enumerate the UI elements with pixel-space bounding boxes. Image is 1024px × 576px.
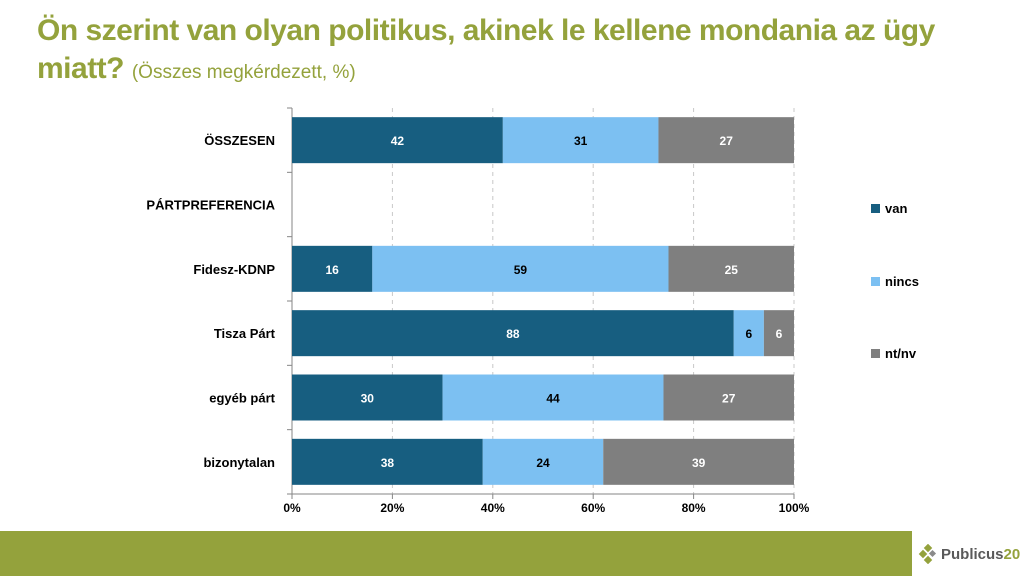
data-label: 24 [536, 456, 550, 470]
bar-segment-nincs [372, 245, 669, 292]
legend-swatch [871, 349, 880, 358]
bar-segment-nt-nv [658, 117, 794, 164]
data-label: 88 [506, 327, 520, 341]
bar-segment-nt-nv [668, 245, 794, 292]
data-label: 27 [720, 134, 734, 148]
category-label: Tisza Párt [214, 326, 276, 341]
bar-segment-nt-nv [763, 310, 794, 357]
bar-segment-nt-nv [603, 438, 794, 485]
x-tick-label: 60% [581, 501, 605, 515]
bar-segment-van [292, 117, 503, 164]
x-tick-label: 20% [380, 501, 404, 515]
x-tick-label: 40% [481, 501, 505, 515]
data-label: 27 [722, 392, 736, 406]
category-label: PÁRTPREFERENCIA [146, 198, 275, 213]
bar-segment-nincs [502, 117, 659, 164]
data-label: 44 [546, 392, 560, 406]
category-label: ÖSSZESEN [204, 133, 275, 148]
bar-segment-nincs [733, 310, 764, 357]
legend-label: nincs [885, 274, 919, 289]
legend-label: van [885, 201, 907, 216]
legend-swatch [871, 204, 880, 213]
logo-number: 20 [1003, 545, 1021, 563]
legend-label: nt/nv [885, 346, 917, 361]
title-subtitle: (Összes megkérdezett, %) [131, 62, 356, 83]
data-label: 30 [361, 392, 375, 406]
data-label: 6 [745, 327, 752, 341]
chart-title: Ön szerint van olyan politikus, akinek l… [37, 12, 997, 92]
bar-segment-nincs [482, 438, 604, 485]
category-label: Fidesz-KDNP [193, 262, 275, 277]
legend-swatch [871, 277, 880, 286]
bar-segment-van [292, 310, 734, 357]
data-label: 39 [692, 456, 706, 470]
category-label: bizonytalan [203, 455, 275, 470]
publicus-logo: Publicus 20 [918, 540, 1022, 568]
data-label: 31 [574, 134, 588, 148]
bar-segment-van [292, 438, 483, 485]
data-label: 42 [391, 134, 405, 148]
bar-segment-van [292, 374, 443, 421]
x-tick-label: 100% [779, 501, 810, 515]
bar-segment-nt-nv [663, 374, 794, 421]
logo-text: Publicus [941, 545, 1004, 563]
stacked-bar-chart: 0% 20% 40% 60% 80% 100% ÖSSZESEN 42 31 27 PÁRTPREF… [146, 107, 919, 515]
data-label: 6 [776, 327, 783, 341]
x-tick-label: 80% [682, 501, 706, 515]
logo-diamonds-icon [918, 544, 937, 564]
title-main: Ön szerint van olyan politikus, akinek l… [37, 14, 935, 85]
footer-bar [0, 531, 912, 576]
data-label: 59 [514, 263, 528, 277]
data-label: 25 [725, 263, 739, 277]
data-label: 16 [325, 263, 339, 277]
data-label: 38 [381, 456, 395, 470]
category-label: egyéb párt [209, 391, 275, 406]
bar-segment-van [292, 245, 373, 292]
x-tick-label: 0% [283, 501, 301, 515]
bar-segment-nincs [442, 374, 664, 421]
